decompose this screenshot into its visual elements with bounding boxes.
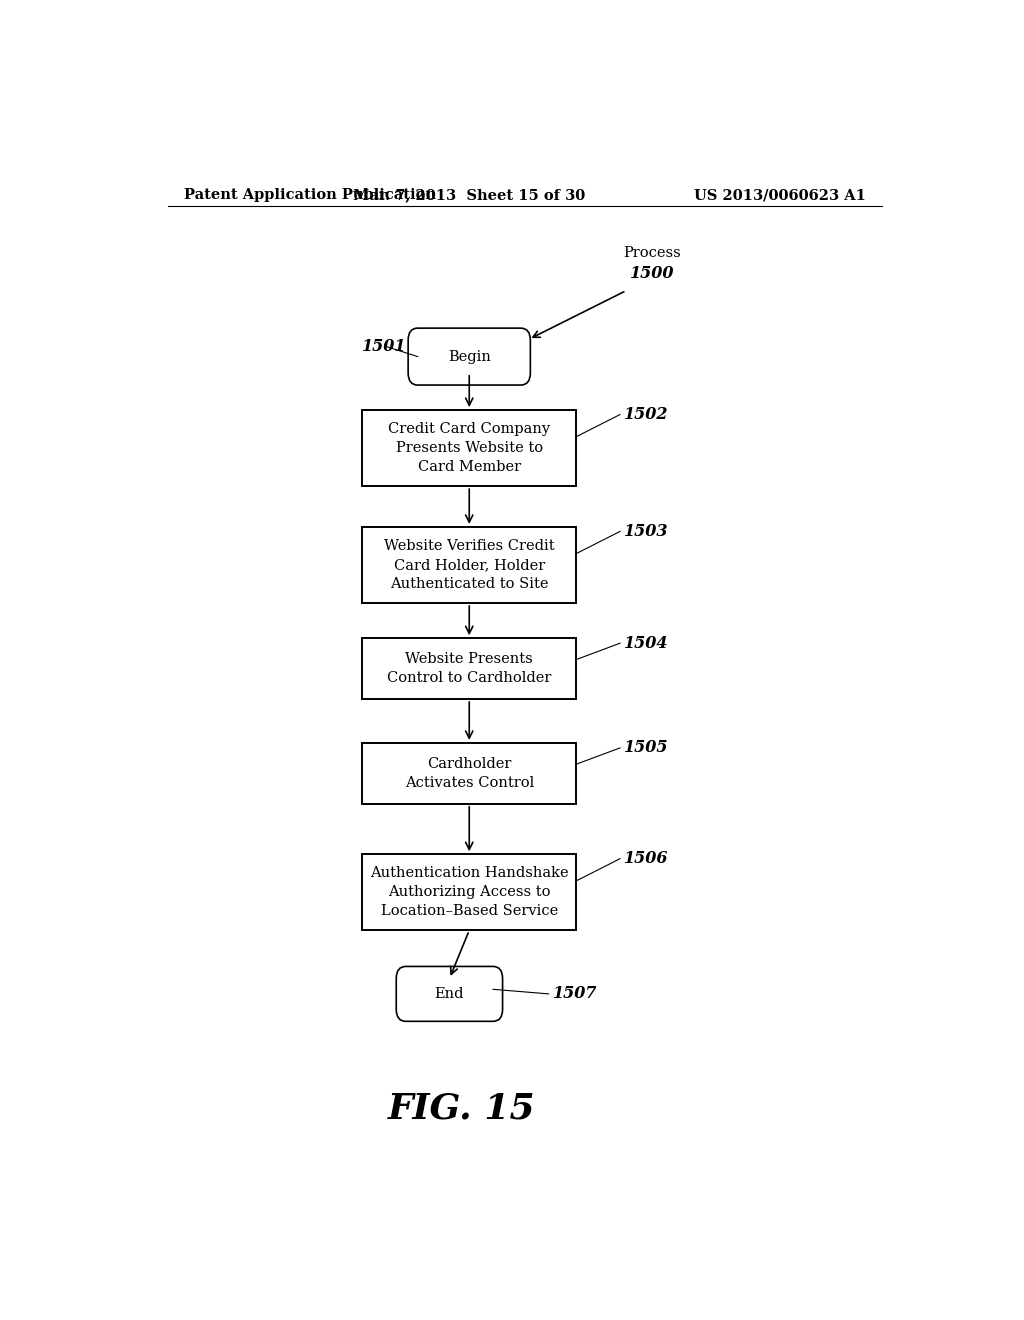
Text: US 2013/0060623 A1: US 2013/0060623 A1 (694, 189, 866, 202)
Text: 1507: 1507 (553, 986, 597, 1002)
Text: 1500: 1500 (630, 265, 674, 281)
Text: Mar. 7, 2013  Sheet 15 of 30: Mar. 7, 2013 Sheet 15 of 30 (353, 189, 586, 202)
Text: FIG. 15: FIG. 15 (387, 1092, 536, 1126)
Bar (362, 411, 577, 486)
Text: 1503: 1503 (624, 523, 669, 540)
Text: End: End (434, 987, 464, 1001)
Text: Credit Card Company
Presents Website to
Card Member: Credit Card Company Presents Website to … (388, 422, 550, 474)
Text: Begin: Begin (447, 350, 490, 363)
Text: 1504: 1504 (624, 635, 669, 652)
Bar (362, 638, 577, 700)
Bar (362, 527, 577, 603)
Text: Patent Application Publication: Patent Application Publication (183, 189, 435, 202)
Text: 1502: 1502 (624, 407, 669, 422)
Text: Website Presents
Control to Cardholder: Website Presents Control to Cardholder (387, 652, 552, 685)
Bar (362, 743, 577, 804)
Text: 1506: 1506 (624, 850, 669, 867)
Text: Process: Process (623, 246, 681, 260)
Text: 1501: 1501 (362, 338, 407, 355)
Bar (362, 854, 577, 931)
Text: 1505: 1505 (624, 739, 669, 756)
Text: Cardholder
Activates Control: Cardholder Activates Control (404, 756, 534, 789)
Text: Website Verifies Credit
Card Holder, Holder
Authenticated to Site: Website Verifies Credit Card Holder, Hol… (384, 539, 555, 591)
FancyBboxPatch shape (396, 966, 503, 1022)
Text: Authentication Handshake
Authorizing Access to
Location–Based Service: Authentication Handshake Authorizing Acc… (370, 866, 568, 919)
FancyBboxPatch shape (409, 329, 530, 385)
